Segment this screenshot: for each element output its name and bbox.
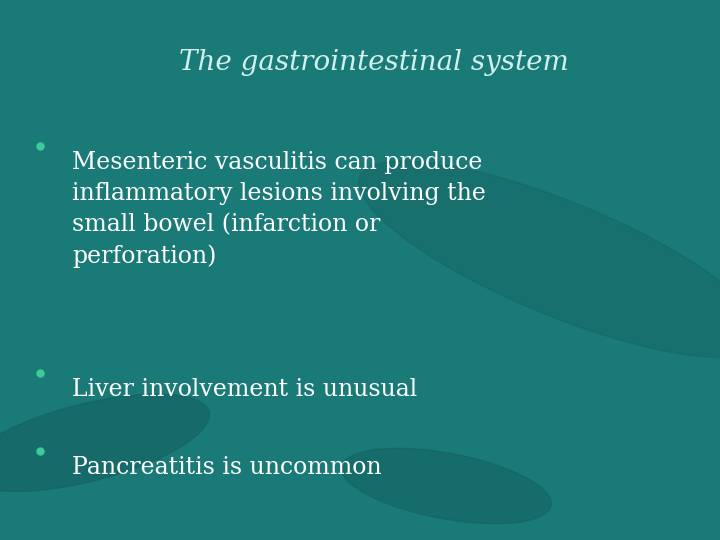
Text: Mesenteric vasculitis can produce
inflammatory lesions involving the
small bowel: Mesenteric vasculitis can produce inflam…	[72, 151, 486, 268]
Polygon shape	[0, 394, 210, 491]
Polygon shape	[359, 161, 720, 357]
Text: Pancreatitis is uncommon: Pancreatitis is uncommon	[72, 456, 382, 480]
Text: The gastrointestinal system: The gastrointestinal system	[179, 49, 570, 76]
Polygon shape	[341, 448, 552, 524]
Text: Liver involvement is unusual: Liver involvement is unusual	[72, 378, 418, 401]
